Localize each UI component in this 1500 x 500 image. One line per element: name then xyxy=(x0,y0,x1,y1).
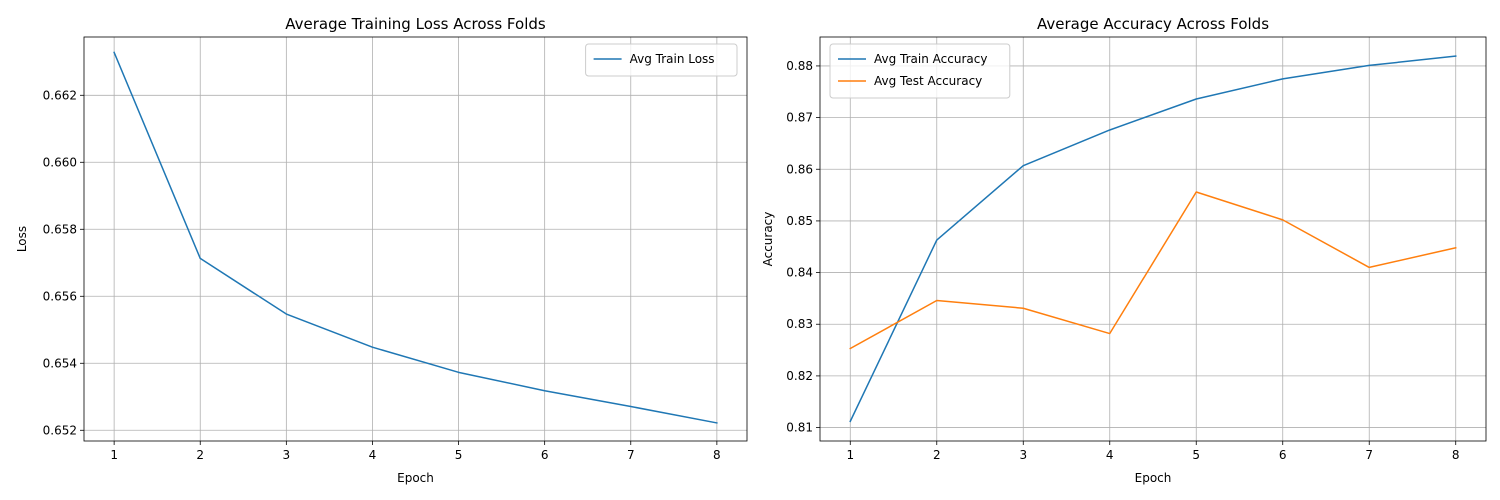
x-tick-label: 4 xyxy=(1106,448,1114,462)
tick-layer: 1 2 3 4 5 6 7 8 0.81 0.82 0.83 0.84 0.85 0.86 0.87 0.88 xyxy=(786,59,1459,462)
x-tick-label: 8 xyxy=(713,448,721,462)
y-tick-label: 0.83 xyxy=(786,317,813,331)
y-tick-label: 0.86 xyxy=(786,162,813,176)
legend-box xyxy=(585,43,738,77)
series-layer xyxy=(849,55,1457,423)
y-tick-label: 0.654 xyxy=(43,356,77,370)
y-axis-label: Accuracy xyxy=(761,212,775,267)
grid xyxy=(820,37,1486,441)
y-tick-label: 0.88 xyxy=(786,59,813,73)
y-tick-label: 0.662 xyxy=(43,88,77,102)
chart-title: Average Accuracy Across Folds xyxy=(1037,15,1269,33)
legend-label: Avg Train Accuracy xyxy=(874,52,987,66)
legend: Avg Train Accuracy Avg Test Accuracy xyxy=(829,43,1011,99)
x-tick-label: 5 xyxy=(455,448,463,462)
y-tick-label: 0.87 xyxy=(786,111,813,125)
x-tick-label: 3 xyxy=(1019,448,1027,462)
x-tick-label: 7 xyxy=(1365,448,1373,462)
y-tick-label: 0.652 xyxy=(43,423,77,437)
y-tick-label: 0.84 xyxy=(786,266,813,280)
x-tick-label: 4 xyxy=(369,448,377,462)
y-tick-label: 0.656 xyxy=(43,289,77,303)
x-tick-label: 1 xyxy=(110,448,118,462)
x-axis-label: Epoch xyxy=(397,471,434,485)
y-tick-label: 0.82 xyxy=(786,369,813,383)
loss-chart: Average Training Loss Across Folds 1 2 3 4 5… xyxy=(15,15,748,485)
y-tick-label: 0.85 xyxy=(786,214,813,228)
tick-layer: 1 2 3 4 5 6 7 8 0.652 0.654 0.656 0.658 0.660 0.662 xyxy=(43,88,721,462)
chart-title: Average Training Loss Across Folds xyxy=(285,15,546,33)
y-axis-label: Loss xyxy=(15,226,29,252)
x-tick-label: 1 xyxy=(846,448,854,462)
legend: Avg Train Loss xyxy=(585,43,738,77)
x-tick-label: 5 xyxy=(1192,448,1200,462)
plot-frame xyxy=(83,36,748,442)
plot-frame xyxy=(819,36,1487,442)
x-tick-label: 6 xyxy=(1279,448,1287,462)
x-tick-label: 3 xyxy=(283,448,291,462)
series-line-0 xyxy=(113,51,718,424)
y-tick-label: 0.660 xyxy=(43,155,77,169)
legend-box xyxy=(829,43,1011,99)
series-line-1 xyxy=(849,191,1457,350)
grid xyxy=(84,37,747,441)
x-tick-label: 8 xyxy=(1452,448,1460,462)
y-tick-label: 0.658 xyxy=(43,222,77,236)
x-axis-label: Epoch xyxy=(1135,471,1172,485)
x-tick-label: 2 xyxy=(933,448,941,462)
legend-label: Avg Train Loss xyxy=(630,52,715,66)
series-line-0 xyxy=(849,55,1457,423)
series-layer xyxy=(113,51,718,424)
x-tick-label: 2 xyxy=(196,448,204,462)
accuracy-chart: Average Accuracy Across Folds 1 2 3 4 5 6 7 8 0.… xyxy=(761,15,1487,485)
y-tick-label: 0.81 xyxy=(786,421,813,435)
legend-label: Avg Test Accuracy xyxy=(874,74,982,88)
x-tick-label: 7 xyxy=(627,448,635,462)
x-tick-label: 6 xyxy=(541,448,549,462)
